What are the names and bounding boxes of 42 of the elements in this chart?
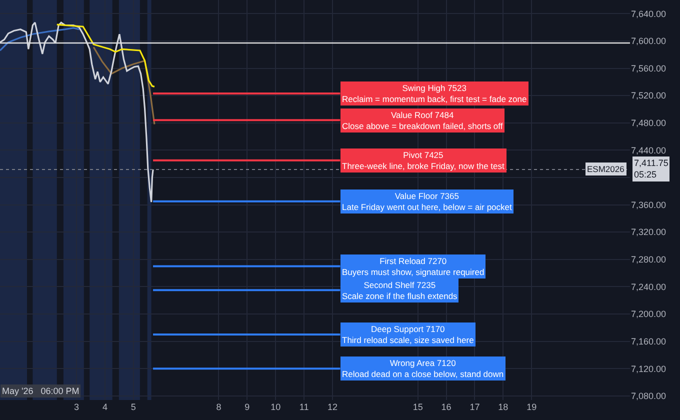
y-tick-label: 7,560.00	[631, 63, 666, 74]
y-tick-label: 7,520.00	[631, 90, 666, 101]
y-tick-label: 7,480.00	[631, 118, 666, 128]
y-tick-label: 7,440.00	[631, 145, 666, 156]
ref-line-label: Pivot 7425 Three-week line, broke Friday, now the test	[342, 150, 505, 172]
x-tick-label: 8	[216, 402, 222, 412]
x-tick-label: 10	[270, 402, 281, 412]
ref-line-label: Second Shelf 7235 Scale zone if the flush extends	[342, 280, 458, 302]
x-tick-label: 12	[327, 402, 338, 412]
y-tick-label: 7,120.00	[631, 364, 666, 374]
x-tick-label: 18	[498, 402, 508, 412]
ref-line-label: Value Roof 7484 Close above = breakdown failed, shorts off	[342, 110, 504, 132]
line-series	[56, 24, 156, 88]
line-series	[0, 22, 154, 203]
line-series	[0, 27, 80, 52]
ref-line-label: Swing High 7523 Reclaim = momentum back, first test = fade zone	[342, 83, 527, 104]
x-tick-label: 17	[470, 402, 480, 412]
x-tick-label: 15	[412, 402, 423, 412]
annotation: May '26 06:00 PM	[2, 386, 80, 396]
line-series	[92, 46, 156, 126]
x-tick-label: 3	[74, 402, 80, 412]
y-tick-label: 7,320.00	[631, 227, 666, 238]
y-tick-label: 7,160.00	[631, 336, 666, 346]
ref-line-label: Wrong Area 7120 Reload dead on a close below, stand down	[342, 358, 504, 380]
y-tick-label: 7,240.00	[631, 282, 666, 292]
y-tick-label: 7,200.00	[631, 309, 666, 320]
y-tick-label: 7,360.00	[631, 200, 666, 210]
x-tick-label: 19	[526, 402, 537, 412]
x-tick-label: 11	[299, 402, 309, 412]
x-tick-label: 16	[441, 402, 452, 412]
ref-line-label: Value Floor 7365 Late Friday went out here, below = air pocket	[342, 191, 512, 212]
x-tick-label: 5	[130, 402, 136, 412]
y-tick-label: 7,600.00	[631, 36, 666, 46]
ref-line-label: ESM2026	[587, 164, 625, 174]
x-tick-label: 4	[102, 402, 108, 412]
y-tick-label: 7,080.00	[631, 391, 666, 402]
annotation: 7,411.75 05:25	[634, 158, 668, 180]
x-tick-label: 9	[244, 402, 250, 412]
y-tick-label: 7,640.00	[631, 8, 666, 19]
y-tick-label: 7,280.00	[631, 254, 666, 265]
ref-line-label: First Reload 7270 Buyers must show, signature required	[342, 256, 484, 278]
ref-line-label: Deep Support 7170 Third reload scale, size saved here	[342, 324, 474, 346]
